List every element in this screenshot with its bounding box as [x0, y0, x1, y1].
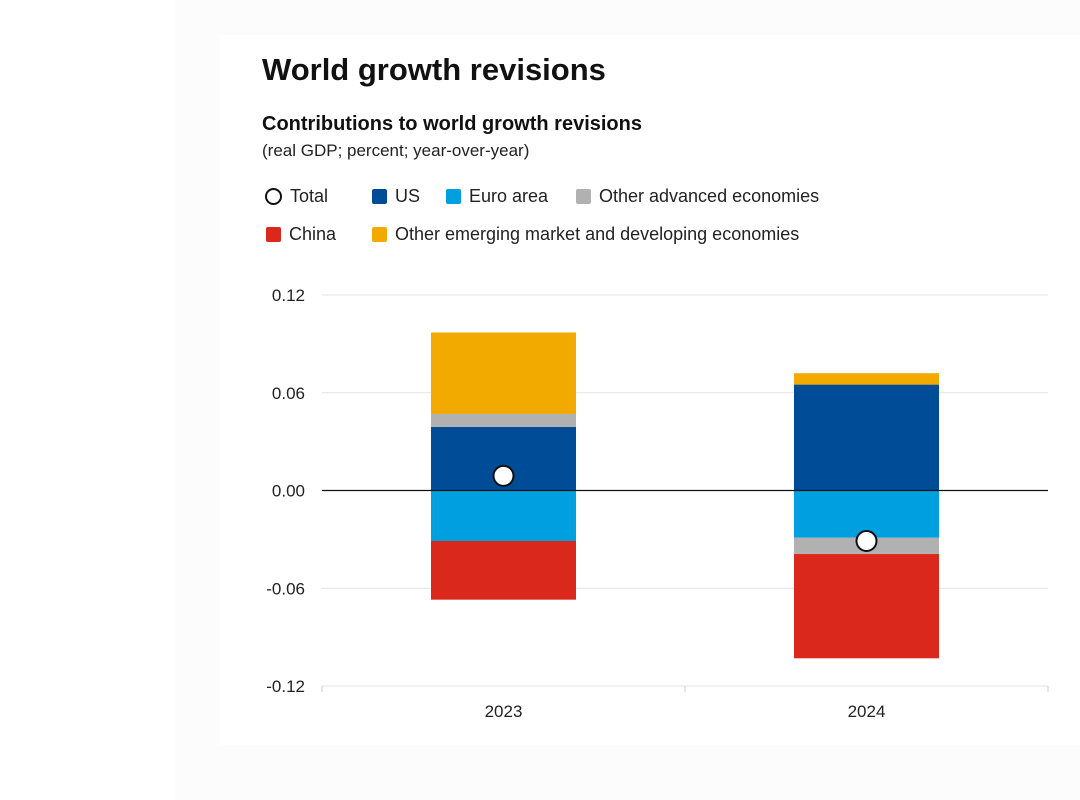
legend-total: Total — [265, 186, 328, 207]
bar-segment-china — [431, 541, 576, 600]
chart-title: Contributions to world growth revisions — [262, 113, 642, 135]
bar-segment-euro-area — [794, 490, 939, 538]
total-marker — [492, 464, 515, 487]
legend-other-advanced: Other advanced economies — [576, 186, 819, 207]
bar-segment-other-emerging-market-and-developing-economies — [794, 373, 939, 385]
y-tick-label: 0.12 — [272, 286, 305, 305]
legend-euro-area: Euro area — [446, 186, 548, 207]
bar-segment-china — [794, 554, 939, 659]
swatch-icon — [446, 189, 461, 204]
legend-label: Other advanced economies — [599, 186, 820, 206]
legend-china: China — [266, 224, 336, 245]
legend-label: US — [395, 186, 421, 206]
x-tick-label: 2024 — [848, 702, 886, 721]
y-tick-label: -0.12 — [266, 677, 305, 696]
bar-segment-other-emerging-market-and-developing-economies — [431, 332, 576, 414]
legend-label: Total — [290, 186, 329, 206]
bar-segment-other-advanced-economies — [431, 413, 576, 427]
total-marker — [855, 530, 878, 553]
y-tick-label: -0.06 — [266, 579, 305, 598]
y-tick-label: 0.00 — [272, 482, 305, 501]
legend-us: US — [372, 186, 420, 207]
swatch-icon — [372, 227, 387, 242]
legend-label: Euro area — [469, 186, 549, 206]
legend-label: Other emerging market and developing eco… — [395, 224, 800, 244]
circle-marker-icon — [265, 188, 282, 205]
legend-other-emerging: Other emerging market and developing eco… — [372, 224, 799, 245]
y-tick-label: 0.06 — [272, 384, 305, 403]
bar-segment-us — [794, 384, 939, 491]
legend-label: China — [289, 224, 337, 244]
swatch-icon — [576, 189, 591, 204]
swatch-icon — [266, 227, 281, 242]
swatch-icon — [372, 189, 387, 204]
x-tick-label: 2023 — [485, 702, 523, 721]
page-title: World growth revisions — [262, 52, 606, 87]
bar-segment-euro-area — [431, 490, 576, 542]
chart-subtitle: (real GDP; percent; year-over-year) — [262, 141, 530, 160]
